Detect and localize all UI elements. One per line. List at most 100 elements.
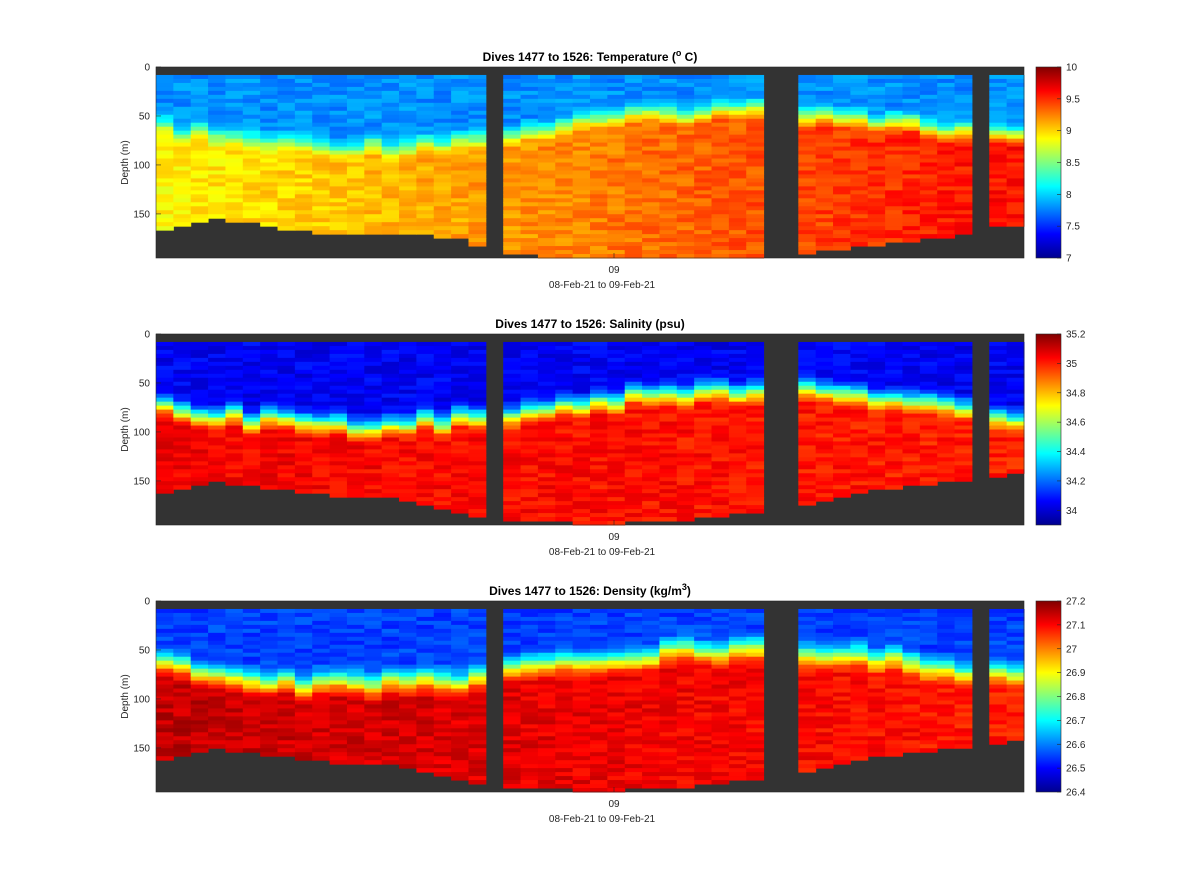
cell	[329, 636, 348, 642]
cell	[659, 78, 678, 84]
cell	[173, 365, 192, 371]
dive-column	[433, 608, 452, 777]
cell	[468, 429, 487, 434]
cell	[156, 612, 174, 618]
cell	[190, 345, 209, 351]
cell	[711, 385, 730, 391]
cell	[399, 345, 417, 351]
cell	[399, 186, 417, 191]
dive-column	[676, 341, 695, 522]
cell	[329, 684, 348, 690]
cell	[433, 485, 452, 490]
cell	[156, 222, 174, 227]
cell	[867, 441, 886, 446]
dive-column	[294, 608, 313, 761]
cell	[555, 768, 574, 773]
cell	[902, 425, 921, 430]
cell	[537, 94, 556, 100]
cell	[225, 397, 244, 403]
cell	[746, 377, 765, 383]
cell	[989, 409, 1008, 415]
cell	[1006, 373, 1025, 379]
cell	[277, 349, 296, 355]
cell	[260, 202, 279, 207]
cell	[312, 341, 331, 347]
cell	[277, 752, 296, 757]
cell	[555, 218, 574, 223]
cell	[520, 238, 539, 243]
cell	[607, 186, 626, 191]
cell	[746, 166, 765, 171]
cell	[867, 90, 886, 96]
cell	[711, 78, 730, 84]
cell	[902, 361, 921, 367]
cell	[399, 142, 417, 148]
cell	[364, 481, 383, 486]
cell	[433, 640, 452, 646]
cell	[694, 381, 713, 387]
cell	[746, 425, 765, 430]
cell	[885, 361, 903, 367]
cell	[312, 740, 331, 745]
cell	[451, 389, 469, 395]
dive-column	[312, 341, 331, 494]
dive-column	[468, 341, 487, 518]
cell	[277, 170, 296, 175]
cell	[902, 238, 921, 243]
cell	[399, 612, 417, 618]
cell	[798, 481, 817, 486]
cell	[451, 417, 469, 423]
cell	[520, 130, 539, 136]
cell	[294, 178, 313, 183]
cell	[503, 732, 522, 737]
cell	[885, 114, 903, 120]
cell	[590, 660, 608, 666]
cell	[954, 441, 973, 446]
cell	[364, 477, 383, 482]
cell	[277, 433, 296, 438]
cell	[346, 632, 365, 638]
cell	[433, 429, 452, 434]
cell	[989, 194, 1008, 199]
cell	[572, 86, 591, 92]
cell	[555, 664, 574, 670]
cell	[954, 106, 973, 112]
cell	[468, 668, 487, 674]
cell	[676, 166, 695, 171]
cell	[919, 401, 938, 407]
cell	[694, 445, 713, 450]
cell	[173, 640, 192, 646]
cell	[451, 190, 469, 195]
cell	[156, 668, 174, 674]
cell	[694, 82, 713, 88]
cell	[312, 696, 331, 701]
cell	[885, 182, 903, 187]
dive-column	[919, 341, 938, 486]
cell	[451, 453, 469, 458]
cell	[728, 198, 747, 203]
cell	[364, 612, 383, 618]
cell	[867, 78, 886, 84]
cell	[364, 445, 383, 450]
cell	[937, 154, 956, 160]
cell	[798, 397, 817, 403]
cell	[190, 716, 209, 721]
cell	[225, 736, 244, 741]
cell	[590, 760, 608, 765]
cell	[711, 341, 730, 347]
cell	[676, 154, 695, 160]
cell	[225, 114, 244, 120]
cell	[642, 134, 660, 140]
cell	[503, 365, 522, 371]
cell	[277, 409, 296, 415]
cell	[346, 146, 365, 152]
cell	[399, 696, 417, 701]
cell	[867, 401, 886, 407]
cell	[746, 238, 765, 243]
cell	[277, 206, 296, 211]
cell	[607, 624, 626, 630]
cell	[208, 736, 226, 741]
cell	[242, 453, 261, 458]
cell	[433, 481, 452, 486]
cell	[537, 648, 556, 654]
